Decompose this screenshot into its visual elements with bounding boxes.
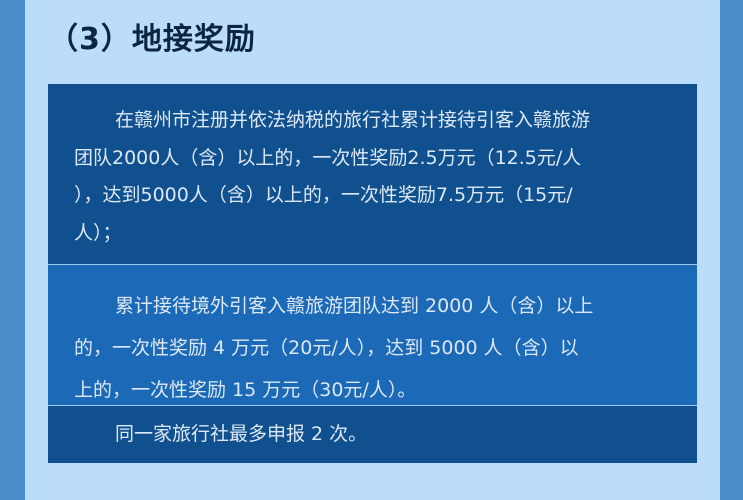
- application-limit-section: 同一家旅行社最多申报 2 次。: [48, 406, 697, 463]
- text-line: 在赣州市注册并依法纳税的旅行社累计接待引客入赣旅游: [115, 109, 591, 131]
- reward-overseas-section: 累计接待境外引客入赣旅游团队达到 2000 人（含）以上 的，一次性奖励 4 万…: [48, 265, 697, 406]
- text-line: 团队2000人（含）以上的，一次性奖励2.5万元（12.5元/人: [74, 146, 582, 169]
- text-line: ），达到5000人（含）以上的，一次性奖励7.5万元（15元/: [74, 184, 573, 206]
- text-line: 累计接待境外引客入赣旅游团队达到 2000 人（含）以上: [115, 295, 594, 317]
- text-line: 上的，一次性奖励 15 万元（30元/人）。: [74, 379, 417, 401]
- reward-panel: 在赣州市注册并依法纳税的旅行社累计接待引客入赣旅游 团队2000人（含）以上的，…: [48, 84, 697, 463]
- text-line: 的，一次性奖励 4 万元（20元/人），达到 5000 人（含）以: [74, 337, 579, 359]
- text-line: 同一家旅行社最多申报 2 次。: [115, 423, 368, 445]
- text-line: 人）；: [74, 221, 122, 244]
- reward-domestic-section: 在赣州市注册并依法纳税的旅行社累计接待引客入赣旅游 团队2000人（含）以上的，…: [48, 84, 697, 265]
- section-title: （3）地接奖励: [48, 22, 256, 57]
